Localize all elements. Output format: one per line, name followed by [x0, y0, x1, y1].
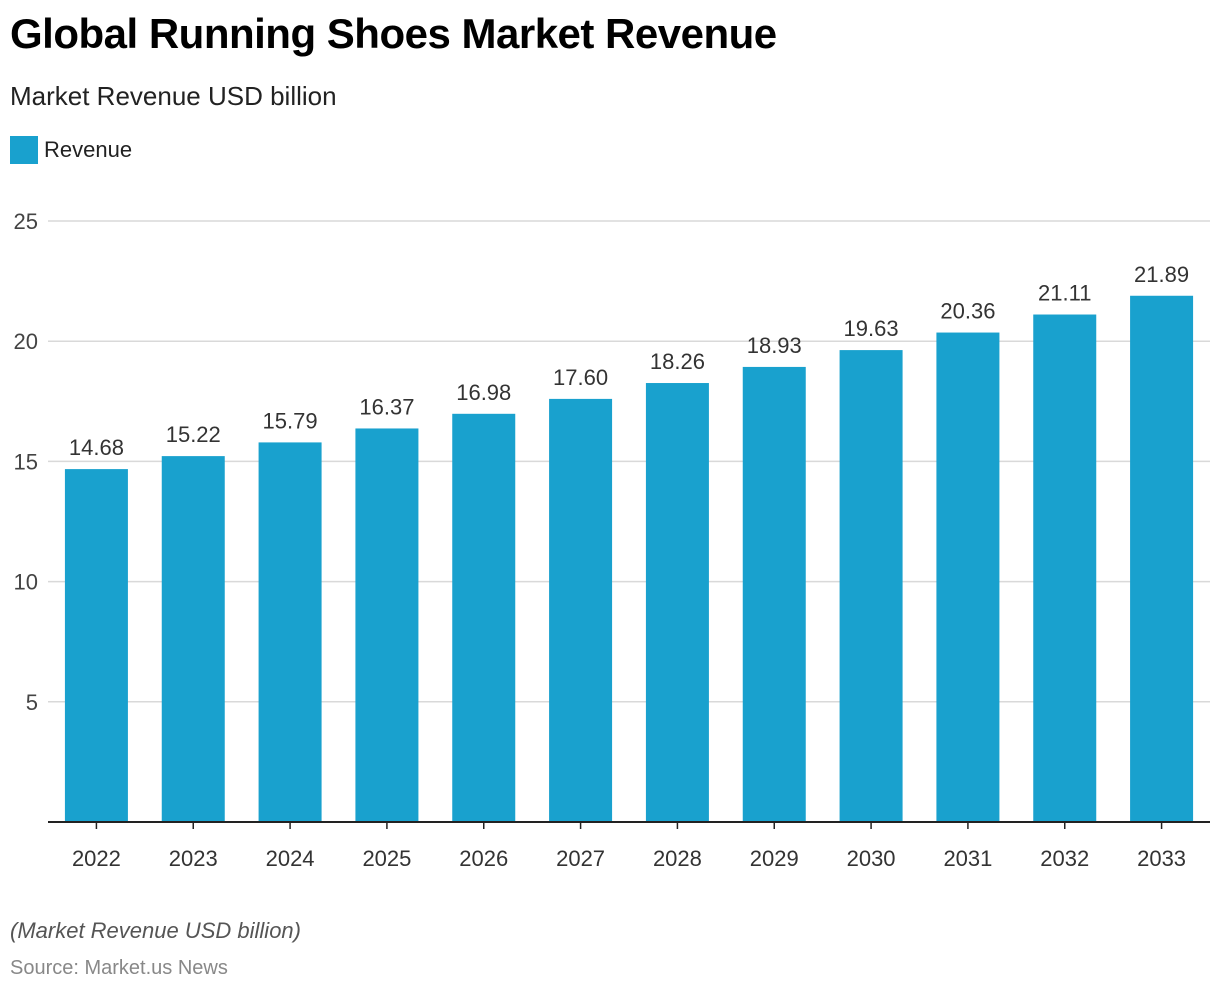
- chart-title: Global Running Shoes Market Revenue: [10, 10, 777, 57]
- x-tick-label: 2033: [1137, 846, 1186, 871]
- x-tick-label: 2025: [362, 846, 411, 871]
- data-label: 18.93: [747, 333, 802, 358]
- legend-swatch-revenue: [10, 136, 38, 164]
- bar-2033: [1130, 295, 1194, 822]
- legend: Revenue: [10, 136, 132, 164]
- bar-2025: [355, 428, 419, 822]
- x-tick-label: 2024: [266, 846, 315, 871]
- data-label: 20.36: [940, 299, 995, 324]
- legend-label-revenue: Revenue: [44, 137, 133, 162]
- data-label: 21.89: [1134, 262, 1189, 287]
- x-tick-label: 2028: [653, 846, 702, 871]
- bar-2032: [1033, 314, 1097, 822]
- bar-2023: [161, 456, 225, 822]
- bar-2029: [742, 366, 806, 822]
- bar-2026: [452, 413, 516, 822]
- bar-2022: [64, 469, 128, 822]
- x-tick-label: 2031: [943, 846, 992, 871]
- y-tick-label: 25: [14, 209, 38, 234]
- data-label: 16.98: [456, 380, 511, 405]
- x-tick-label: 2026: [459, 846, 508, 871]
- data-label: 17.60: [553, 365, 608, 390]
- bar-2031: [936, 332, 1000, 822]
- bar-2027: [549, 398, 613, 822]
- y-tick-label: 20: [14, 329, 38, 354]
- chart-source: Source: Market.us News: [10, 957, 228, 979]
- chart-subtitle: Market Revenue USD billion: [10, 81, 337, 111]
- x-tick-label: 2030: [847, 846, 896, 871]
- y-tick-label: 10: [14, 570, 38, 595]
- data-label: 15.79: [263, 408, 318, 433]
- x-tick-label: 2022: [72, 846, 121, 871]
- bar-2028: [645, 383, 709, 822]
- data-label: 16.37: [359, 394, 414, 419]
- data-label: 18.26: [650, 349, 705, 374]
- bar-2024: [258, 442, 322, 822]
- data-label: 21.11: [1038, 281, 1091, 306]
- data-label: 14.68: [69, 435, 124, 460]
- x-tick-label: 2029: [750, 846, 799, 871]
- bar-2030: [839, 350, 903, 822]
- x-tick-label: 2027: [556, 846, 605, 871]
- data-label: 15.22: [166, 422, 221, 447]
- chart-footnote: (Market Revenue USD billion): [10, 918, 301, 943]
- data-label: 19.63: [844, 316, 899, 341]
- y-tick-label: 5: [26, 690, 38, 715]
- x-tick-label: 2023: [169, 846, 218, 871]
- x-tick-label: 2032: [1040, 846, 1089, 871]
- y-tick-label: 15: [14, 449, 38, 474]
